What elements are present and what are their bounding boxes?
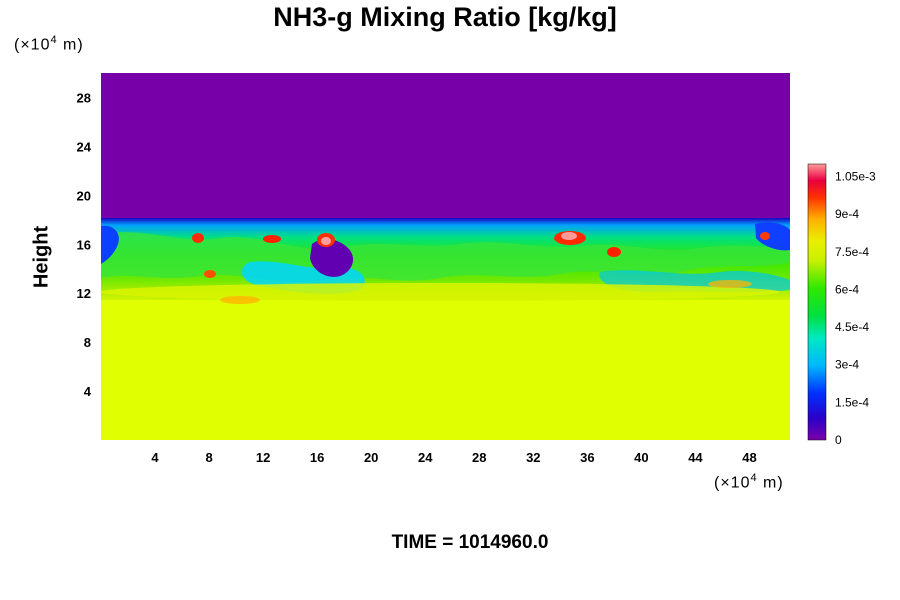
colorbar-tick-label: 6e-4	[835, 282, 859, 296]
x-tick-label: 32	[526, 450, 540, 465]
y-tick-label: 24	[77, 139, 92, 154]
plume-hot-spot-5	[607, 247, 621, 257]
x-unit-prefix: (×10	[714, 474, 751, 492]
plume-purple-intrusion	[310, 239, 354, 277]
y-tick-label: 28	[77, 90, 91, 105]
x-unit-suffix: m)	[757, 474, 784, 492]
chart-title: NH3-g Mixing Ratio [kg/kg]	[273, 2, 617, 32]
y-axis-unit: (×104 m)	[14, 34, 84, 54]
x-axis-unit: (×104 m)	[714, 472, 784, 492]
colorbar-tick-label: 1.5e-4	[835, 395, 869, 409]
plume-blue-right	[755, 222, 790, 251]
x-tick-label: 48	[742, 450, 756, 465]
y-tick-label: 20	[77, 188, 91, 203]
x-tick-label: 16	[310, 450, 324, 465]
colorbar-ticks: 0 1.5e-4 3e-4 4.5e-4 6e-4 7.5e-4 9e-4 1.05e-3	[835, 170, 876, 447]
colorbar: 0 1.5e-4 3e-4 4.5e-4 6e-4 7.5e-4 9e-4 1.05e-3	[807, 163, 876, 447]
y-axis-ticks: 4 8 12 16 20 24 28	[77, 90, 92, 399]
colorbar-tick-label: 7.5e-4	[835, 245, 869, 259]
y-unit-exponent: 4	[50, 34, 58, 46]
x-tick-label: 36	[580, 450, 594, 465]
x-tick-label: 40	[634, 450, 648, 465]
layer-upper	[101, 73, 790, 218]
plume-hot-spot-4	[192, 233, 204, 243]
plume-hot-spot-3	[263, 235, 281, 243]
plume-hot-core-1	[561, 232, 577, 240]
y-unit-prefix: (×10	[14, 36, 51, 54]
colorbar-tick-label: 3e-4	[835, 358, 859, 372]
plume-orange-speck-1	[220, 296, 260, 304]
x-tick-label: 8	[205, 450, 212, 465]
x-tick-label: 24	[418, 450, 433, 465]
time-footer: TIME = 1014960.0	[391, 532, 549, 553]
x-unit-exponent: 4	[750, 472, 758, 484]
colorbar-tick-label: 0	[835, 433, 842, 447]
plume-hot-spot-7	[760, 232, 770, 240]
colorbar-gradient	[807, 163, 827, 441]
layer-lower	[101, 300, 790, 440]
x-tick-label: 44	[688, 450, 703, 465]
x-tick-label: 28	[472, 450, 486, 465]
y-tick-label: 12	[77, 286, 91, 301]
x-tick-label: 20	[364, 450, 378, 465]
plume-orange-speck-2	[708, 280, 752, 288]
plume-blue-left	[101, 225, 119, 264]
plot-area	[100, 73, 790, 440]
x-axis-ticks: 4 8 12 16 20 24 28 32 36 40 44 48	[151, 450, 756, 465]
y-tick-label: 8	[84, 335, 91, 350]
plume-yellow-strip	[100, 283, 780, 301]
y-tick-label: 16	[77, 237, 91, 252]
x-tick-label: 4	[151, 450, 159, 465]
plume-hot-spot-6	[204, 270, 216, 278]
colorbar-tick-label: 9e-4	[835, 207, 859, 221]
x-tick-label: 12	[256, 450, 270, 465]
y-tick-label: 4	[84, 384, 92, 399]
colorbar-tick-label: 4.5e-4	[835, 320, 869, 334]
colorbar-tick-label: 1.05e-3	[835, 170, 876, 184]
y-unit-suffix: m)	[57, 36, 84, 54]
plume-features	[100, 222, 790, 304]
plume-hot-core-2	[321, 237, 331, 245]
